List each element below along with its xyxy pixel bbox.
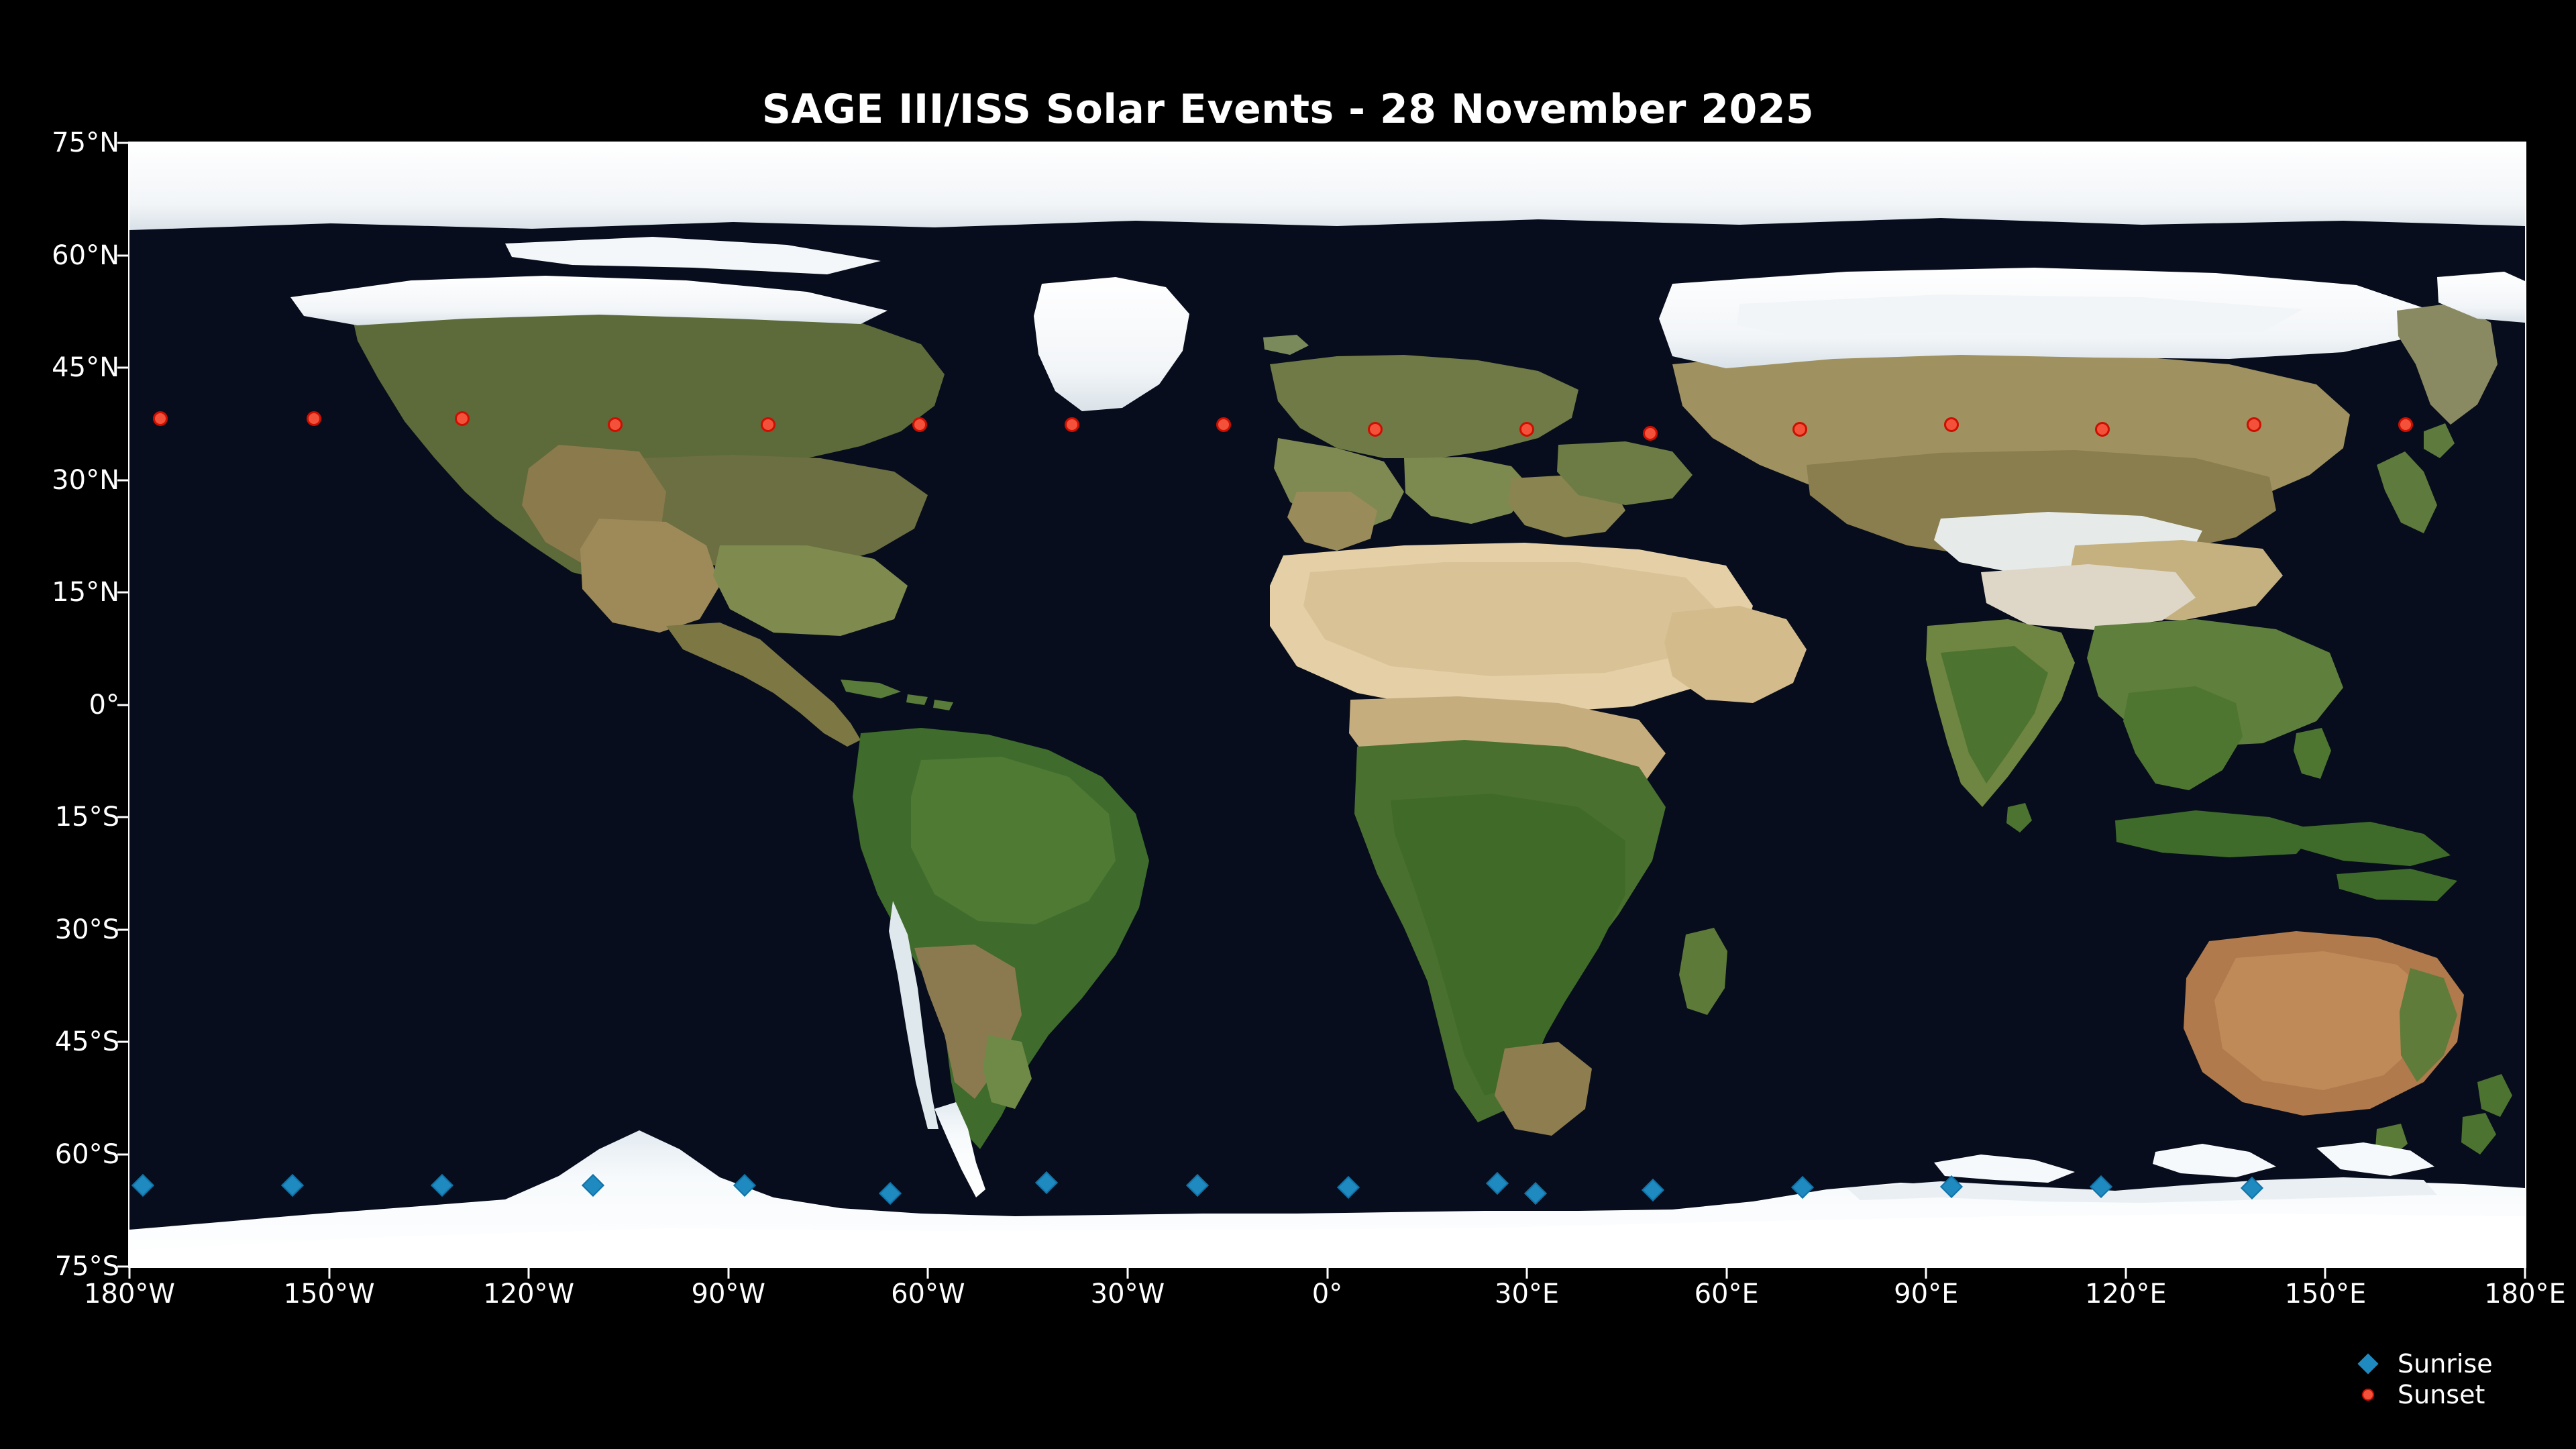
y-axis-tick-label: 75°S	[54, 1251, 119, 1282]
x-axis-tick-label: 60°E	[1694, 1279, 1759, 1309]
y-axis-tick-label: 15°N	[52, 577, 119, 608]
sunset-marker[interactable]	[1367, 421, 1383, 437]
diamond-marker-icon	[2348, 1353, 2388, 1375]
sunset-marker[interactable]	[1792, 421, 1807, 437]
sunset-marker[interactable]	[152, 411, 168, 426]
x-axis-tick-label: 120°E	[2085, 1279, 2167, 1309]
y-axis-tick-mark	[117, 254, 129, 256]
x-axis-tick-label: 60°W	[891, 1279, 965, 1309]
y-axis-tick-mark	[117, 142, 129, 144]
x-axis-tick-mark	[1326, 1267, 1328, 1279]
y-axis-tick-mark	[117, 479, 129, 481]
x-axis-tick-mark	[1925, 1267, 1927, 1279]
x-axis-tick-mark	[1126, 1267, 1129, 1279]
circle-marker-icon	[2348, 1389, 2388, 1401]
y-axis-tick-mark	[117, 704, 129, 706]
map-plot-area[interactable]	[129, 143, 2525, 1267]
x-axis-tick-mark	[1525, 1267, 1528, 1279]
y-axis-tick-mark	[117, 1153, 129, 1155]
x-axis-tick-mark	[128, 1267, 131, 1279]
legend: Sunrise Sunset	[2348, 1348, 2569, 1410]
sunset-marker[interactable]	[1943, 417, 1959, 432]
y-axis-tick-label: 15°S	[54, 802, 119, 833]
x-axis-tick-label: 180°W	[84, 1279, 175, 1309]
x-axis-tick-label: 180°E	[2484, 1279, 2566, 1309]
sunset-marker[interactable]	[2247, 417, 2262, 432]
sunset-marker[interactable]	[608, 417, 623, 432]
x-axis-tick-mark	[2524, 1267, 2526, 1279]
y-axis-tick-mark	[117, 591, 129, 594]
x-axis-tick-label: 150°W	[283, 1279, 375, 1309]
sunset-marker[interactable]	[761, 417, 776, 432]
x-axis-tick-mark	[2324, 1267, 2326, 1279]
sunset-marker[interactable]	[2095, 421, 2110, 437]
y-axis-tick-mark	[117, 366, 129, 369]
legend-item-sunset[interactable]: Sunset	[2348, 1379, 2569, 1410]
legend-item-sunrise[interactable]: Sunrise	[2348, 1348, 2569, 1379]
legend-label-sunset: Sunset	[2398, 1380, 2485, 1409]
x-axis-tick-label: 30°E	[1494, 1279, 1560, 1309]
x-axis-tick-mark	[926, 1267, 929, 1279]
sunset-marker[interactable]	[2398, 417, 2414, 432]
y-axis-tick-mark	[117, 1040, 129, 1043]
world-basemap	[129, 143, 2525, 1267]
y-axis-tick-label: 30°S	[54, 914, 119, 945]
y-axis-tick-mark	[117, 1265, 129, 1268]
x-axis-tick-mark	[727, 1267, 730, 1279]
sunset-marker[interactable]	[306, 411, 321, 426]
legend-label-sunrise: Sunrise	[2398, 1349, 2493, 1379]
sunset-marker[interactable]	[1642, 426, 1658, 441]
sunset-marker[interactable]	[912, 417, 928, 432]
y-axis-tick-label: 60°S	[54, 1138, 119, 1170]
x-axis-tick-label: 150°E	[2284, 1279, 2367, 1309]
x-axis-tick-label: 90°W	[691, 1279, 765, 1309]
y-axis-tick-label: 75°N	[52, 127, 119, 158]
x-axis-tick-label: 30°W	[1090, 1279, 1165, 1309]
x-axis-tick-mark	[328, 1267, 331, 1279]
page-title: SAGE III/ISS Solar Events - 28 November …	[761, 86, 1815, 133]
y-axis-tick-mark	[117, 928, 129, 930]
x-axis-tick-label: 0°	[1311, 1279, 1343, 1309]
x-axis-tick-mark	[2125, 1267, 2127, 1279]
x-axis-tick-label: 90°E	[1894, 1279, 1959, 1309]
y-axis-tick-label: 30°N	[52, 464, 119, 496]
sunset-marker[interactable]	[1064, 417, 1079, 432]
sunset-marker[interactable]	[1519, 421, 1535, 437]
y-axis-tick-mark	[117, 816, 129, 818]
y-axis-tick-label: 60°N	[52, 239, 119, 271]
x-axis-tick-mark	[1725, 1267, 1728, 1279]
y-axis-tick-label: 45°S	[54, 1026, 119, 1057]
sunset-marker[interactable]	[1216, 417, 1231, 432]
sunset-marker[interactable]	[454, 411, 470, 426]
x-axis-tick-mark	[527, 1267, 530, 1279]
y-axis-tick-label: 0°	[89, 689, 119, 720]
y-axis-tick-label: 45°N	[52, 352, 119, 383]
x-axis-tick-label: 120°W	[483, 1279, 575, 1309]
